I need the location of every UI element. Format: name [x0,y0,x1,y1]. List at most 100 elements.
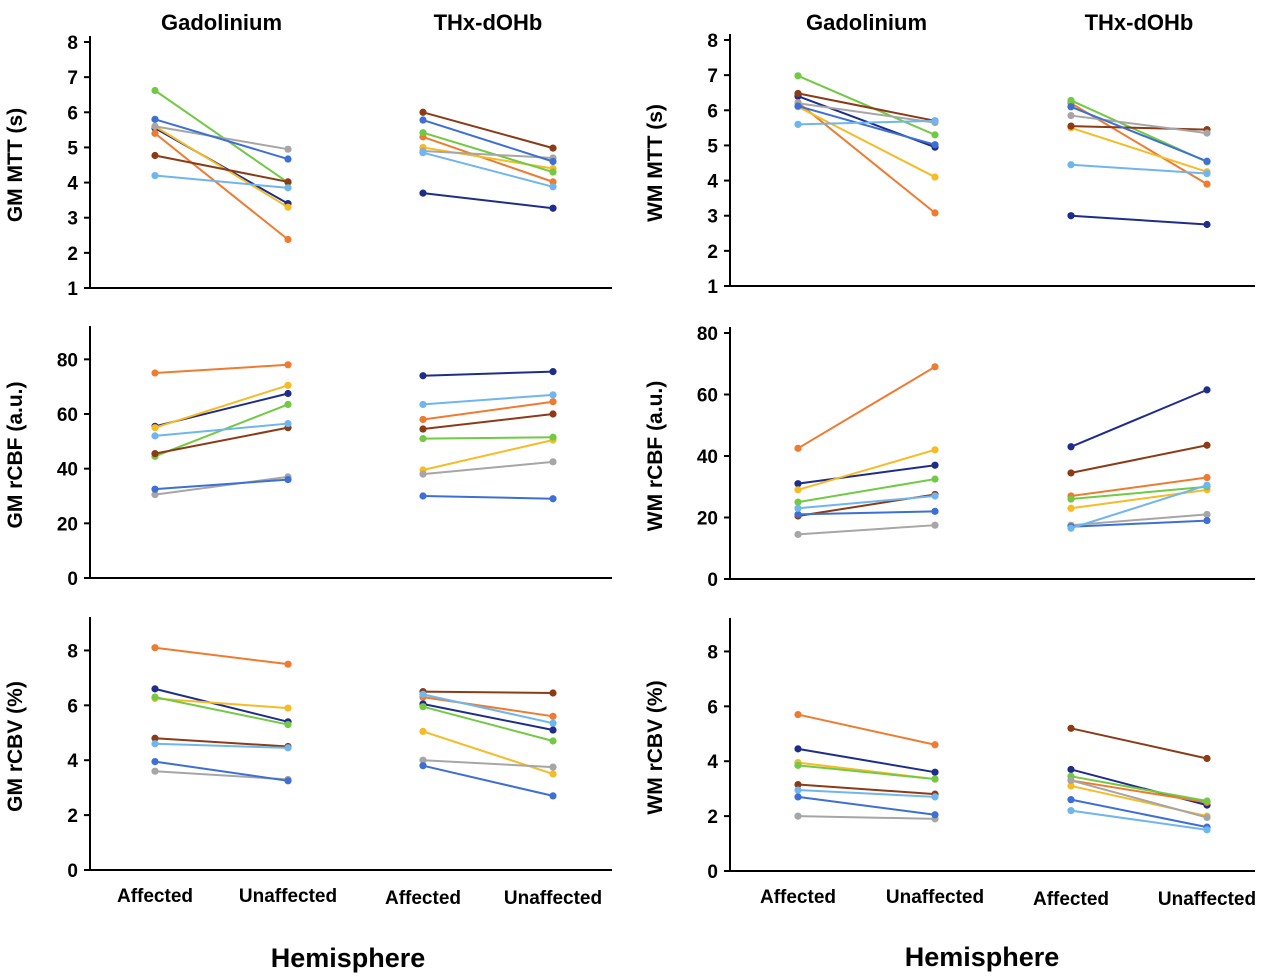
series-line [154,737,289,748]
data-point [794,710,802,719]
series-line [422,151,554,188]
series-line [154,363,289,374]
data-point [931,131,939,139]
y-tick-label: 80 [57,350,78,371]
series-line [1070,809,1208,831]
data-point [1203,129,1211,137]
y-tick-label: 8 [707,642,718,663]
data-point [931,768,939,776]
data-point [151,734,159,742]
data-point [549,495,557,503]
data-point [151,644,159,652]
data-point [284,389,292,398]
y-tick-label: 80 [697,324,718,345]
data-point [1067,724,1075,732]
series-line [797,365,936,450]
y-tick-label: 2 [67,244,78,265]
y-tick-label: 6 [67,103,78,124]
series-line [422,696,554,718]
series-line [797,524,936,536]
data-point [284,155,292,163]
x-category-label: Affected [385,888,461,909]
series-line [154,384,289,429]
data-point [151,767,159,775]
series-line [797,105,936,178]
data-point [794,812,802,820]
series-line [154,687,289,723]
group-title: THx-dOHb [1085,10,1194,35]
series-line [1070,114,1208,135]
series-line [422,135,554,183]
data-point [931,363,939,371]
series-line [797,74,936,136]
y-tick-label: 4 [67,751,78,772]
data-point [284,704,292,712]
data-point [284,203,292,211]
data-point [284,235,292,244]
data-point [419,727,427,736]
series-line [422,438,554,472]
series-line [1070,798,1208,829]
y-tick-label: 3 [707,207,718,228]
series-line [154,125,289,151]
y-tick-label: 60 [697,386,718,407]
data-point [419,435,427,443]
x-category-label: Affected [117,886,193,907]
data-point [931,492,939,500]
data-point [549,763,557,771]
y-tick-label: 0 [67,569,78,590]
data-point [794,530,802,539]
series-line [797,448,936,491]
y-tick-label: 4 [67,174,78,195]
series-line [797,783,936,796]
data-point [549,368,557,376]
data-point [931,209,939,217]
y-tick-label: 6 [707,101,718,122]
series-line [154,760,289,782]
data-point [284,381,292,389]
y-tick-label: 0 [67,861,78,882]
data-point [419,690,427,698]
group-title: Gadolinium [806,10,927,35]
series-line [1070,163,1208,175]
data-point [1203,797,1211,805]
y-tick-label: 0 [707,570,718,591]
y-tick-label: 8 [67,641,78,662]
x-category-label: Unaffected [886,887,984,908]
data-point [1067,524,1075,532]
y-axis-title: GM rCBF (a.u.) [4,382,27,529]
data-point [151,129,159,137]
y-tick-label: 3 [67,209,78,230]
data-point [284,720,292,729]
series-line [154,154,289,183]
data-point [931,461,939,469]
data-point [931,793,939,801]
data-point [549,398,557,406]
data-point [794,480,802,488]
data-point [419,425,427,433]
x-axis-title-right: Hemisphere [905,942,1060,972]
data-point [284,400,292,409]
chart-panel-1: 1 2 3 4 5 6 7 8 GM MTT (s) Gadolinium THx-dOHb [4,10,612,300]
data-point [151,122,159,130]
series-line [1070,513,1208,527]
series-line [154,475,289,496]
data-point [151,685,159,693]
data-point [549,168,557,176]
series-line [1070,484,1208,530]
data-point [419,149,427,157]
y-tick-label: 7 [67,68,78,89]
x-axis-title-left: Hemisphere [271,943,426,973]
series-line [1070,126,1208,173]
series-line [422,764,554,797]
y-tick-label: 1 [67,279,78,300]
data-point [549,726,557,734]
y-tick-label: 40 [697,447,718,468]
series-line [797,789,936,798]
y-tick-label: 7 [707,66,718,87]
series-line [154,742,289,749]
series-line [1070,727,1208,760]
data-point [549,157,557,166]
series-line [154,696,289,726]
